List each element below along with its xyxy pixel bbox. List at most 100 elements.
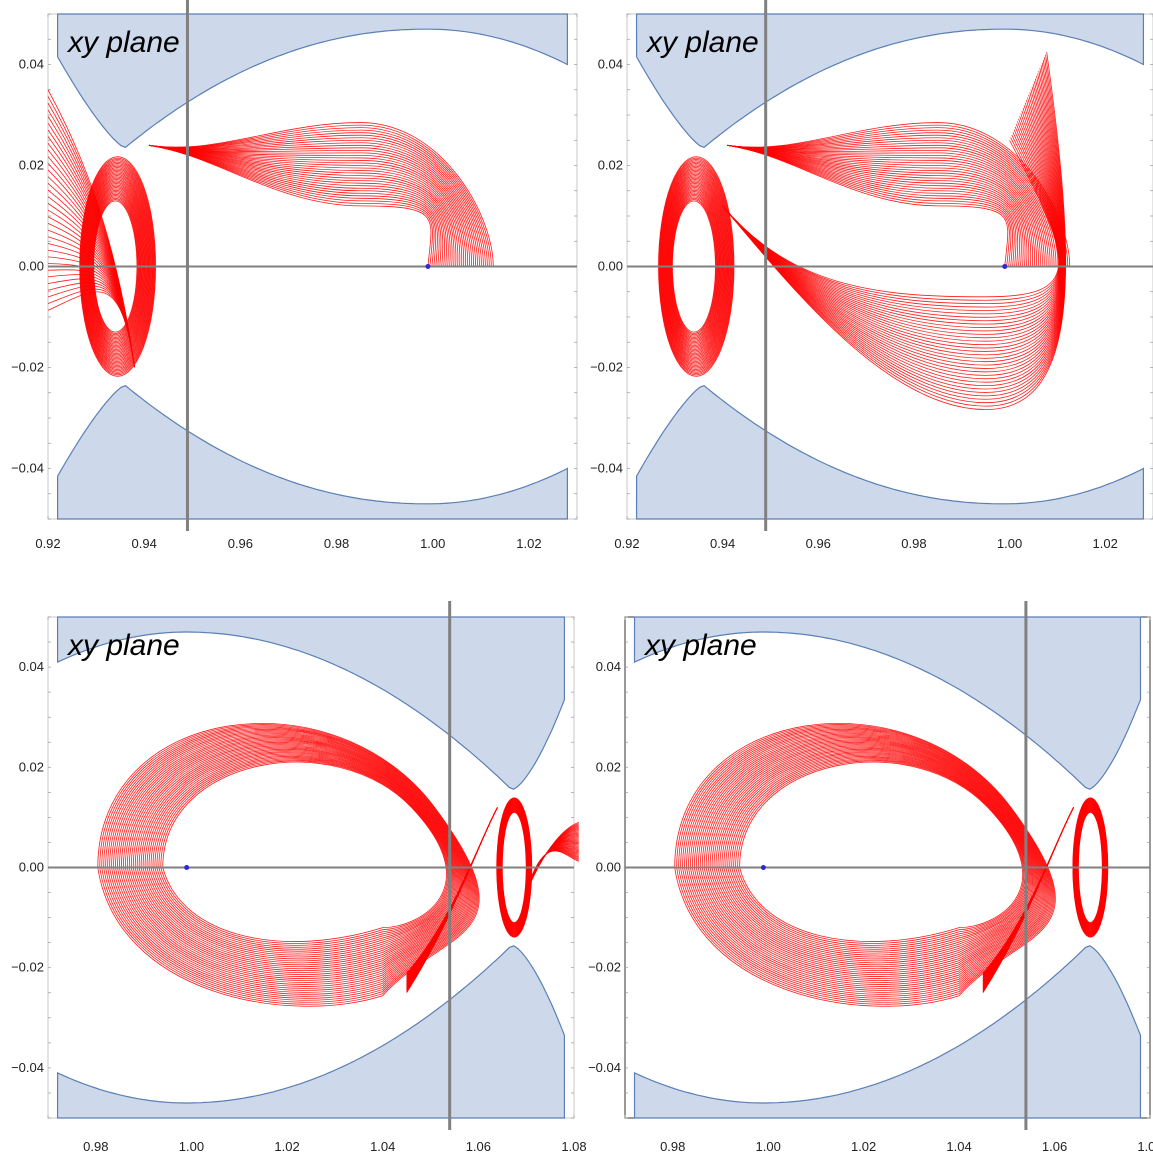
orbit-large-loop	[136, 746, 460, 968]
orbit-large-loop	[725, 753, 1030, 956]
x-tick-label: 0.94	[710, 536, 735, 551]
orbit-large-loop	[158, 759, 449, 946]
orbit-large-loop	[719, 750, 1033, 962]
orbit-swing	[722, 110, 1061, 335]
orbit-large-loop	[686, 730, 1050, 995]
x-tick-label: 0.92	[614, 536, 639, 551]
y-tick-label: 0.00	[598, 259, 623, 274]
orbit-large-loop	[140, 748, 458, 964]
orbit-swing	[722, 86, 1063, 366]
x-tick-label: 1.00	[756, 1139, 781, 1154]
x-tick-label: 1.02	[851, 1139, 876, 1154]
orbit-lobe	[727, 144, 1041, 267]
orbit-swing	[722, 62, 1066, 397]
orbit-lobe	[148, 127, 490, 267]
forbidden-region-upper	[635, 13, 1145, 148]
orbit-lobe	[727, 144, 1030, 267]
orbit-lobe	[727, 144, 1026, 267]
orbit-lobe	[727, 144, 1051, 267]
orbit-large-loop	[111, 731, 473, 993]
orbit-lobe	[727, 144, 1009, 267]
orbit-large-loop	[148, 753, 454, 956]
orbit-large-loop	[117, 734, 470, 987]
x-tick-label: 1.06	[1042, 1139, 1067, 1154]
orbit-large-loop	[119, 736, 469, 985]
orbit-swing	[722, 121, 1061, 322]
orbit-lobe	[148, 144, 447, 267]
y-tick-label: −0.02	[588, 960, 621, 975]
orbit-large-loop	[739, 761, 1024, 942]
orbit-lobe	[727, 144, 1028, 267]
orbit-outflow	[525, 831, 579, 893]
orbit-lobe	[148, 144, 461, 267]
orbit-lobe	[148, 144, 468, 267]
x-tick-label: 0.98	[660, 1139, 685, 1154]
orbit-lobe	[148, 132, 486, 267]
orbit-large-loop	[705, 742, 1040, 976]
plane-label: xy plane	[66, 629, 180, 662]
y-tick-label: 0.04	[19, 57, 44, 72]
y-tick-label: −0.04	[11, 1060, 44, 1075]
orbit-large-loop	[109, 730, 474, 995]
orbit-large-loop	[737, 760, 1025, 944]
orbit-lobe	[148, 144, 463, 267]
orbit-swing	[722, 59, 1066, 400]
y-tick-label: 0.04	[598, 57, 623, 72]
orbit-lobe	[727, 132, 1063, 267]
x-tick-label: 0.94	[132, 536, 157, 551]
x-tick-label: 1.08	[561, 1139, 586, 1154]
orbit-lobe	[727, 144, 1024, 267]
orbit-large-loop	[709, 744, 1038, 972]
x-tick-label: 0.96	[228, 536, 253, 551]
orbit-lobe	[727, 144, 1035, 267]
orbit-outflow	[525, 850, 579, 893]
x-tick-label: 1.02	[516, 536, 541, 551]
orbit-large-loop	[144, 751, 456, 960]
x-tick-label: 1.04	[946, 1139, 971, 1154]
orbit-swing	[722, 102, 1062, 346]
orbit-lobe	[727, 144, 1047, 267]
x-tick-label: 1.06	[466, 1139, 491, 1154]
orbit-large-loop	[703, 740, 1041, 977]
forbidden-region-lower	[635, 385, 1145, 520]
orbit-lobe	[727, 139, 1057, 267]
orbit-lobe	[148, 144, 465, 267]
forbidden-region-lower	[56, 385, 569, 520]
primary-marker	[425, 264, 431, 269]
orbit-large-loop	[691, 733, 1047, 989]
orbit-swing	[722, 129, 1060, 311]
orbit-lobe	[727, 144, 1039, 267]
orbit-lobe	[148, 144, 476, 267]
y-tick-label: 0.04	[19, 659, 44, 674]
y-tick-label: −0.04	[11, 461, 44, 476]
orbit-large-loop	[674, 723, 1056, 1007]
orbit-lobe	[148, 144, 437, 267]
orbit-lobe	[727, 129, 1065, 267]
orbit-lobe	[727, 127, 1067, 267]
orbit-large-loop	[713, 746, 1036, 968]
orbit-large-loop	[707, 743, 1039, 974]
orbit-large-loop	[723, 752, 1031, 958]
y-tick-label: 0.02	[598, 158, 623, 173]
orbit-bridge	[982, 807, 1074, 974]
orbit-lobe	[148, 124, 492, 267]
plane-label: xy plane	[66, 26, 180, 59]
orbit-lobe	[148, 144, 442, 267]
plot-svg-0: 0.92 0.94 0.96 0.98 1.00 1.02 0.04 0.02 0.00 −0.0…	[11, 0, 578, 551]
orbit-lobe	[148, 139, 480, 267]
orbit-swing	[722, 118, 1061, 325]
orbit-large-loop	[711, 745, 1037, 970]
orbit-lobe	[727, 137, 1059, 267]
orbit-lobe	[148, 144, 453, 267]
orbit-large-loop	[735, 759, 1025, 946]
y-tick-label: −0.04	[588, 1060, 621, 1075]
x-tick-label: 0.96	[806, 536, 831, 551]
orbit-large-loop	[690, 732, 1048, 991]
orbit-swing	[722, 116, 1061, 328]
y-tick-label: 0.00	[19, 259, 44, 274]
orbit-large-loop	[113, 732, 472, 991]
y-tick-label: −0.04	[590, 461, 623, 476]
orbit-lobe	[727, 144, 1045, 267]
y-tick-label: −0.02	[590, 360, 623, 375]
orbit-lobe	[727, 144, 1053, 267]
